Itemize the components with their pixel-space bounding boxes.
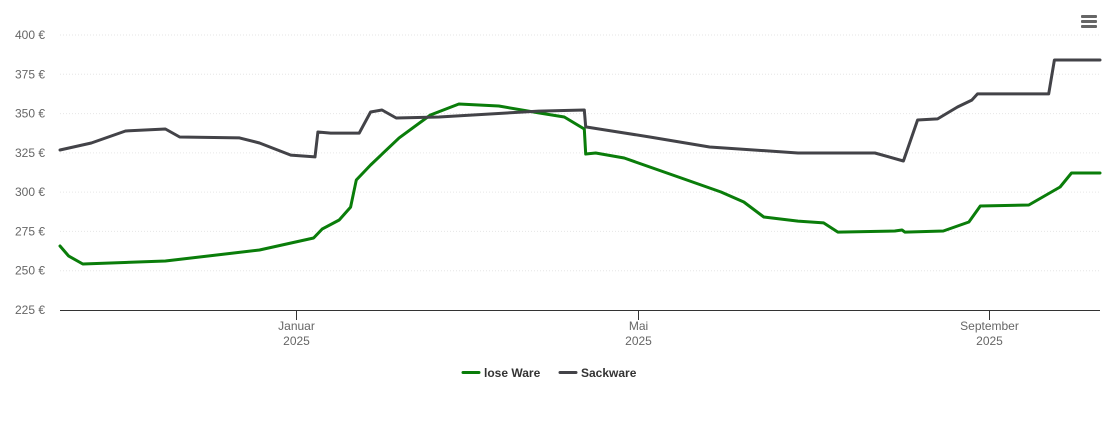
y-tick-label: 325 € [15, 146, 45, 160]
x-tick-label: Januar [278, 319, 315, 333]
hamburger-menu-icon[interactable] [1080, 14, 1098, 30]
x-tick-label: September [960, 319, 1019, 333]
series-line-lose-ware[interactable] [58, 102, 1102, 266]
x-tick-year: 2025 [283, 334, 310, 348]
series-line-sackware[interactable] [58, 58, 1102, 163]
legend-item-sackware[interactable]: Sackware [558, 366, 637, 380]
y-tick-label: 225 € [15, 303, 45, 317]
y-tick-label: 350 € [15, 107, 45, 121]
x-tick-year: 2025 [976, 334, 1003, 348]
x-tick-year: 2025 [625, 334, 652, 348]
x-tick-label: Mai [629, 319, 648, 333]
legend-label: Sackware [581, 366, 637, 380]
legend-label: lose Ware [484, 366, 541, 380]
y-tick-label: 400 € [15, 28, 45, 42]
y-tick-label: 375 € [15, 67, 45, 81]
y-tick-label: 250 € [15, 264, 45, 278]
legend-item-lose-ware[interactable]: lose Ware [461, 366, 541, 380]
y-tick-label: 275 € [15, 224, 45, 238]
y-tick-label: 300 € [15, 185, 45, 199]
